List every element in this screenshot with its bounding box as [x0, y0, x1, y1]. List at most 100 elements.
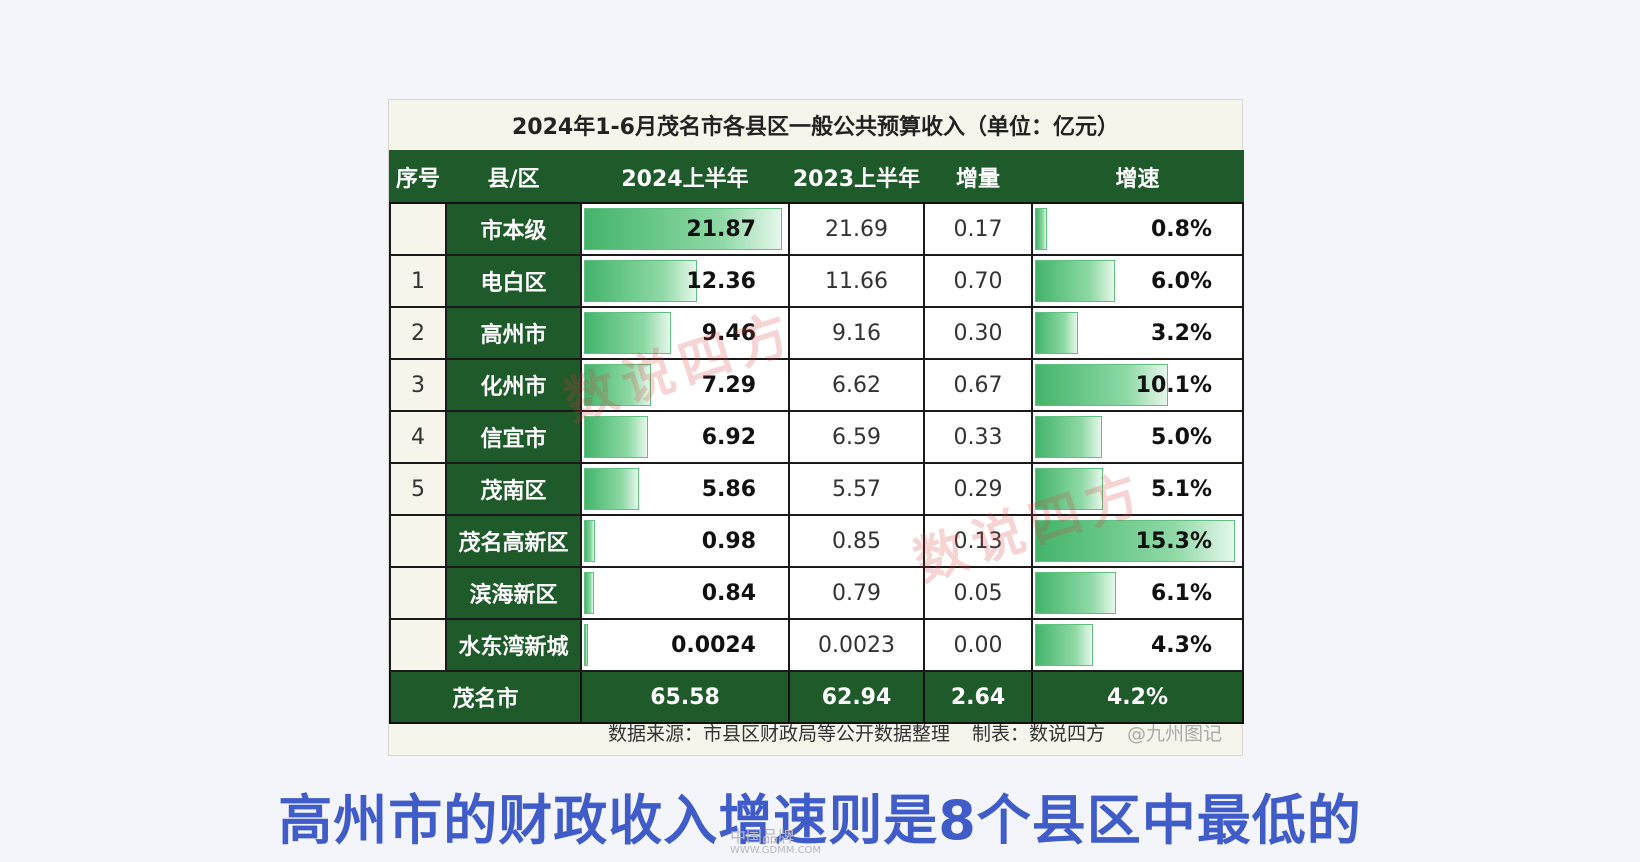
row-2024h1-value: 21.87 — [686, 216, 756, 242]
row-rate: 15.3% — [1031, 514, 1244, 568]
row-2024h1-value: 0.98 — [701, 528, 756, 554]
total-name: 茂名市 — [389, 670, 582, 724]
revenue-table: 序号 县/区 2024上半年 2023上半年 增量 增速 市本级 21.87 21.… — [389, 150, 1244, 724]
author-tag: @九州图记 — [1126, 723, 1222, 745]
value-bar — [584, 260, 697, 302]
row-2024h1: 5.86 — [580, 462, 790, 516]
row-2024h1: 21.87 — [580, 202, 790, 256]
row-2023h1: 6.62 — [788, 358, 925, 412]
row-district: 市本级 — [445, 202, 582, 256]
row-2024h1-value: 0.84 — [701, 580, 756, 606]
row-rate-value: 10.1% — [1135, 372, 1212, 398]
row-2023h1: 11.66 — [788, 254, 925, 308]
row-seq: 3 — [389, 358, 447, 412]
row-2024h1-value: 12.36 — [686, 268, 756, 294]
row-rate: 3.2% — [1031, 306, 1244, 360]
row-2023h1: 21.69 — [788, 202, 925, 256]
row-rate: 6.1% — [1031, 566, 1244, 620]
row-rate: 6.0% — [1031, 254, 1244, 308]
table-row: 滨海新区 0.84 0.79 0.05 6.1% — [389, 566, 1244, 620]
row-delta: 0.67 — [923, 358, 1033, 412]
row-district: 茂南区 — [445, 462, 582, 516]
row-seq — [389, 618, 447, 672]
header-delta: 增量 — [923, 150, 1033, 204]
row-rate-value: 0.8% — [1150, 216, 1212, 242]
data-source: 数据来源：市县区财政局等公开数据整理 — [607, 723, 950, 745]
row-2023h1: 0.85 — [788, 514, 925, 568]
row-seq: 5 — [389, 462, 447, 516]
row-2024h1-value: 9.46 — [701, 320, 756, 346]
row-delta: 0.33 — [923, 410, 1033, 464]
row-seq: 1 — [389, 254, 447, 308]
table-row: 水东湾新城 0.0024 0.0023 0.00 4.3% — [389, 618, 1244, 672]
row-delta: 0.30 — [923, 306, 1033, 360]
row-district: 水东湾新城 — [445, 618, 582, 672]
row-2024h1-value: 7.29 — [701, 372, 756, 398]
row-delta: 0.17 — [923, 202, 1033, 256]
table-maker: 制表：数说四方 — [971, 723, 1105, 745]
total-2024h1: 65.58 — [580, 670, 790, 724]
row-2024h1: 9.46 — [580, 306, 790, 360]
row-rate-value: 15.3% — [1135, 528, 1212, 554]
value-bar — [584, 208, 782, 250]
value-bar — [584, 624, 588, 666]
row-delta: 0.70 — [923, 254, 1033, 308]
row-rate-value: 5.0% — [1150, 424, 1212, 450]
row-2024h1: 0.84 — [580, 566, 790, 620]
row-rate-value: 5.1% — [1150, 476, 1212, 502]
row-seq — [389, 566, 447, 620]
row-district: 化州市 — [445, 358, 582, 412]
site-watermark-url: WWW.GDMM.COM — [730, 845, 822, 856]
rate-bar — [1035, 364, 1168, 406]
value-bar — [584, 468, 639, 510]
row-rate: 5.0% — [1031, 410, 1244, 464]
rate-bar — [1035, 624, 1093, 666]
table-title: 2024年1-6月茂名市各县区一般公共预算收入（单位：亿元） — [512, 115, 1119, 140]
row-2024h1-value: 6.92 — [701, 424, 756, 450]
value-bar — [584, 416, 648, 458]
rate-bar — [1035, 416, 1102, 458]
total-rate: 4.2% — [1031, 670, 1244, 724]
row-2023h1: 0.0023 — [788, 618, 925, 672]
value-bar — [584, 520, 595, 562]
header-rate: 增速 — [1031, 150, 1244, 204]
row-rate-value: 6.0% — [1150, 268, 1212, 294]
row-delta: 0.29 — [923, 462, 1033, 516]
table-row: 市本级 21.87 21.69 0.17 0.8% — [389, 202, 1244, 256]
table-row: 2 高州市 9.46 9.16 0.30 3.2% — [389, 306, 1244, 360]
row-district: 茂名高新区 — [445, 514, 582, 568]
header-row: 序号 县/区 2024上半年 2023上半年 增量 增速 — [389, 150, 1244, 204]
rate-bar — [1035, 260, 1115, 302]
row-district: 高州市 — [445, 306, 582, 360]
row-rate: 10.1% — [1031, 358, 1244, 412]
row-rate-value: 3.2% — [1150, 320, 1212, 346]
row-2024h1: 7.29 — [580, 358, 790, 412]
row-rate: 0.8% — [1031, 202, 1244, 256]
header-district: 县/区 — [445, 150, 582, 204]
row-2023h1: 6.59 — [788, 410, 925, 464]
rate-bar — [1035, 520, 1235, 562]
table-row: 4 信宜市 6.92 6.59 0.33 5.0% — [389, 410, 1244, 464]
total-delta: 2.64 — [923, 670, 1033, 724]
table-row: 茂名高新区 0.98 0.85 0.13 15.3% — [389, 514, 1244, 568]
total-row: 茂名市 65.58 62.94 2.64 4.2% — [389, 670, 1244, 724]
site-watermark: 中国品牌 WWW.GDMM.COM — [730, 823, 821, 856]
rate-bar — [1035, 468, 1103, 510]
table-row: 1 电白区 12.36 11.66 0.70 6.0% — [389, 254, 1244, 308]
rate-bar — [1035, 312, 1078, 354]
header-2023h1: 2023上半年 — [788, 150, 925, 204]
row-2024h1: 12.36 — [580, 254, 790, 308]
site-watermark-name: 中国品牌 — [730, 827, 795, 846]
row-rate-value: 4.3% — [1150, 632, 1212, 658]
row-2023h1: 0.79 — [788, 566, 925, 620]
row-2024h1-value: 5.86 — [701, 476, 756, 502]
rate-bar — [1035, 572, 1116, 614]
header-2024h1: 2024上半年 — [580, 150, 790, 204]
row-delta: 0.00 — [923, 618, 1033, 672]
row-rate: 4.3% — [1031, 618, 1244, 672]
row-2024h1: 6.92 — [580, 410, 790, 464]
row-seq — [389, 514, 447, 568]
table-row: 5 茂南区 5.86 5.57 0.29 5.1% — [389, 462, 1244, 516]
row-2023h1: 9.16 — [788, 306, 925, 360]
value-bar — [584, 572, 594, 614]
